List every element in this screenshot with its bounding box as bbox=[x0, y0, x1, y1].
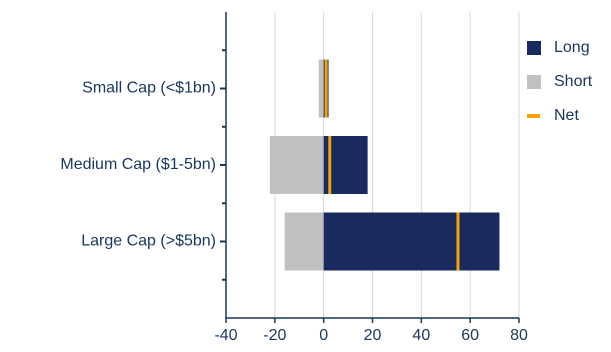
x-tick-label-3: 20 bbox=[364, 327, 382, 344]
legend-swatch-net bbox=[527, 114, 540, 118]
marker-net-medium-cap-1-5bn bbox=[328, 136, 332, 194]
legend-label-net: Net bbox=[554, 107, 579, 124]
axes: Small Cap (<$1bn) Medium Cap ($1-5bn) Larg… bbox=[60, 12, 528, 344]
legend-label-long: Long bbox=[554, 39, 590, 56]
y-tick-label-medium-cap-1-5bn: Medium Cap ($1-5bn) bbox=[60, 156, 216, 173]
bar-short-medium-cap-1-5bn bbox=[269, 136, 324, 194]
x-tick-label-2: 0 bbox=[319, 327, 328, 344]
y-tick-label-large-cap-5bn: Large Cap (>$5bn) bbox=[81, 233, 216, 250]
x-tick-label-4: 40 bbox=[412, 327, 430, 344]
x-tick-label-0: -40 bbox=[214, 327, 237, 344]
legend-swatch-long bbox=[527, 41, 541, 55]
y-tick-label-small-cap-1bn: Small Cap (<$1bn) bbox=[82, 80, 216, 97]
x-tick-label-6: 80 bbox=[510, 327, 528, 344]
legend-swatch-short bbox=[527, 75, 541, 89]
marker-net-large-cap-5bn bbox=[456, 212, 460, 271]
marker-net-small-cap-1bn bbox=[324, 59, 328, 118]
bar-short-large-cap-5bn bbox=[284, 212, 324, 271]
x-tick-label-5: 60 bbox=[461, 327, 479, 344]
x-tick-label-1: -20 bbox=[263, 327, 286, 344]
bars bbox=[269, 59, 500, 271]
bar-long-large-cap-5bn bbox=[323, 212, 500, 271]
bar-short-small-cap-1bn bbox=[318, 59, 324, 118]
legend: Long Short Net bbox=[527, 39, 593, 124]
legend-label-short: Short bbox=[554, 73, 593, 90]
